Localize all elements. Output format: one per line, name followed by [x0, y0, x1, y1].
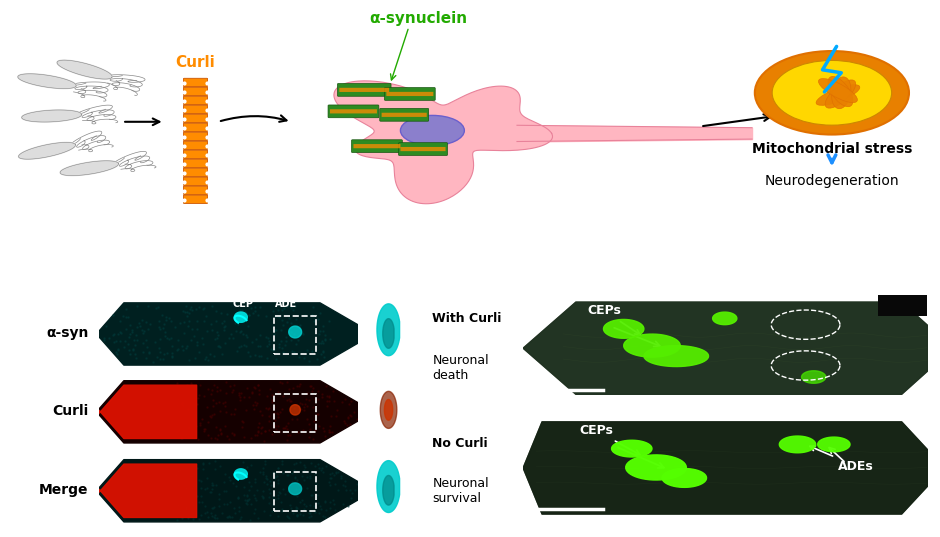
Text: Curli: Curli — [52, 404, 88, 418]
Text: No Curli: No Curli — [432, 437, 488, 450]
FancyBboxPatch shape — [183, 132, 208, 141]
FancyBboxPatch shape — [183, 150, 208, 158]
Text: ADEs: ADEs — [810, 446, 873, 473]
Polygon shape — [289, 326, 302, 338]
FancyBboxPatch shape — [183, 78, 208, 86]
FancyBboxPatch shape — [183, 186, 208, 194]
Bar — [274, 394, 316, 432]
Text: ADE: ADE — [274, 300, 297, 309]
FancyBboxPatch shape — [183, 96, 208, 105]
Text: With Curli: With Curli — [432, 312, 502, 325]
FancyBboxPatch shape — [328, 105, 379, 118]
Polygon shape — [624, 334, 681, 357]
Text: CEPs: CEPs — [579, 424, 640, 455]
Polygon shape — [381, 391, 397, 429]
Polygon shape — [779, 436, 816, 453]
Text: α-syn: α-syn — [46, 326, 88, 340]
Polygon shape — [234, 312, 247, 322]
Ellipse shape — [825, 80, 855, 108]
FancyBboxPatch shape — [183, 114, 208, 122]
Text: Mitochondrial stress: Mitochondrial stress — [752, 142, 912, 156]
Bar — [274, 473, 316, 511]
FancyBboxPatch shape — [382, 113, 427, 117]
Text: α-synuclein: α-synuclein — [369, 11, 467, 26]
Text: Neuronal
death: Neuronal death — [432, 354, 489, 382]
FancyBboxPatch shape — [183, 177, 208, 185]
Ellipse shape — [400, 115, 464, 146]
FancyBboxPatch shape — [384, 88, 435, 100]
Polygon shape — [19, 142, 75, 159]
FancyBboxPatch shape — [399, 143, 447, 155]
Ellipse shape — [755, 51, 909, 135]
Text: CEP: CEP — [233, 300, 254, 309]
Text: Neurodegeneration: Neurodegeneration — [764, 174, 900, 188]
Polygon shape — [289, 483, 302, 495]
FancyBboxPatch shape — [380, 108, 429, 121]
Polygon shape — [377, 461, 399, 512]
Text: CEPs: CEPs — [588, 304, 640, 335]
FancyBboxPatch shape — [183, 123, 208, 132]
FancyBboxPatch shape — [183, 105, 208, 113]
Polygon shape — [22, 110, 82, 122]
Polygon shape — [377, 304, 399, 355]
Bar — [274, 316, 316, 354]
Polygon shape — [334, 81, 553, 204]
FancyBboxPatch shape — [339, 88, 389, 92]
Polygon shape — [383, 318, 394, 349]
FancyBboxPatch shape — [183, 195, 208, 204]
Polygon shape — [612, 440, 652, 457]
FancyBboxPatch shape — [353, 144, 400, 148]
Polygon shape — [818, 437, 850, 452]
Polygon shape — [802, 371, 826, 383]
Ellipse shape — [772, 61, 892, 125]
FancyBboxPatch shape — [352, 140, 402, 153]
Polygon shape — [57, 60, 112, 79]
FancyBboxPatch shape — [183, 159, 208, 168]
Polygon shape — [383, 475, 394, 505]
Polygon shape — [384, 400, 393, 420]
Ellipse shape — [828, 76, 853, 107]
Text: Merge: Merge — [39, 483, 88, 497]
Polygon shape — [290, 405, 301, 415]
FancyBboxPatch shape — [183, 88, 208, 96]
Polygon shape — [234, 469, 247, 479]
Polygon shape — [662, 468, 707, 488]
Polygon shape — [644, 346, 709, 367]
Text: Curli: Curli — [176, 55, 215, 70]
Bar — [878, 295, 927, 316]
Ellipse shape — [819, 78, 857, 103]
Polygon shape — [18, 74, 76, 89]
Polygon shape — [603, 320, 644, 338]
FancyBboxPatch shape — [183, 168, 208, 177]
FancyBboxPatch shape — [183, 141, 208, 149]
FancyBboxPatch shape — [386, 92, 433, 96]
Polygon shape — [626, 455, 686, 480]
Ellipse shape — [832, 77, 851, 108]
FancyBboxPatch shape — [330, 109, 377, 113]
Text: ADE: ADE — [379, 299, 404, 309]
Polygon shape — [713, 312, 737, 325]
Polygon shape — [60, 161, 118, 176]
Text: Neuronal
survival: Neuronal survival — [432, 477, 489, 505]
FancyBboxPatch shape — [337, 84, 391, 96]
Ellipse shape — [816, 85, 860, 105]
FancyBboxPatch shape — [400, 147, 446, 151]
